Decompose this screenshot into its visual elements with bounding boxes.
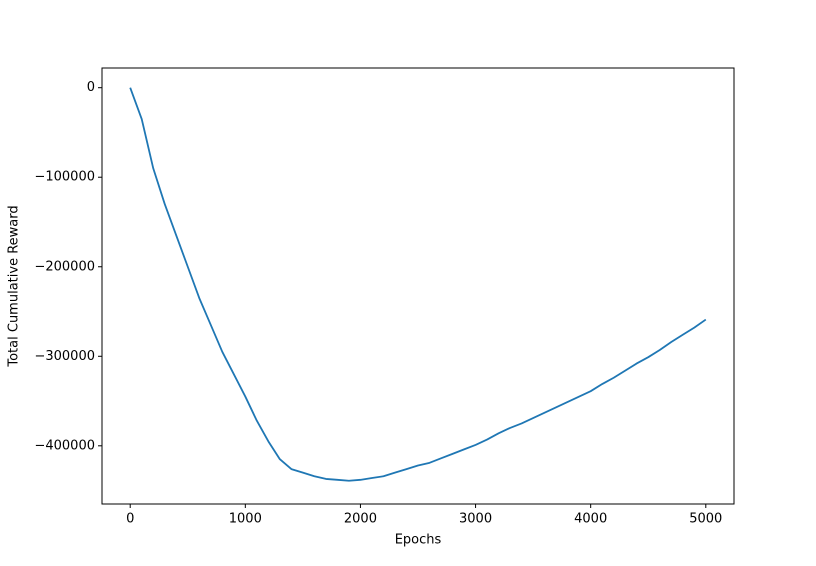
x-axis-label: Epochs	[395, 533, 442, 548]
y-tick-label: −400000	[34, 438, 95, 453]
y-axis-label: Total Cumulative Reward	[7, 205, 22, 367]
y-tick-label: −100000	[34, 170, 95, 185]
x-tick-label: 5000	[689, 512, 722, 527]
x-tick-label: 1000	[229, 512, 262, 527]
plot-frame	[101, 67, 735, 505]
x-tick-label: 2000	[344, 512, 377, 527]
y-tick-label: 0	[87, 80, 95, 95]
x-tick-label: 3000	[459, 512, 492, 527]
y-tick-label: −300000	[34, 349, 95, 364]
y-tick-label: −200000	[34, 259, 95, 274]
x-tick-label: 0	[126, 512, 134, 527]
x-tick-label: 4000	[574, 512, 607, 527]
data-line	[129, 87, 707, 482]
